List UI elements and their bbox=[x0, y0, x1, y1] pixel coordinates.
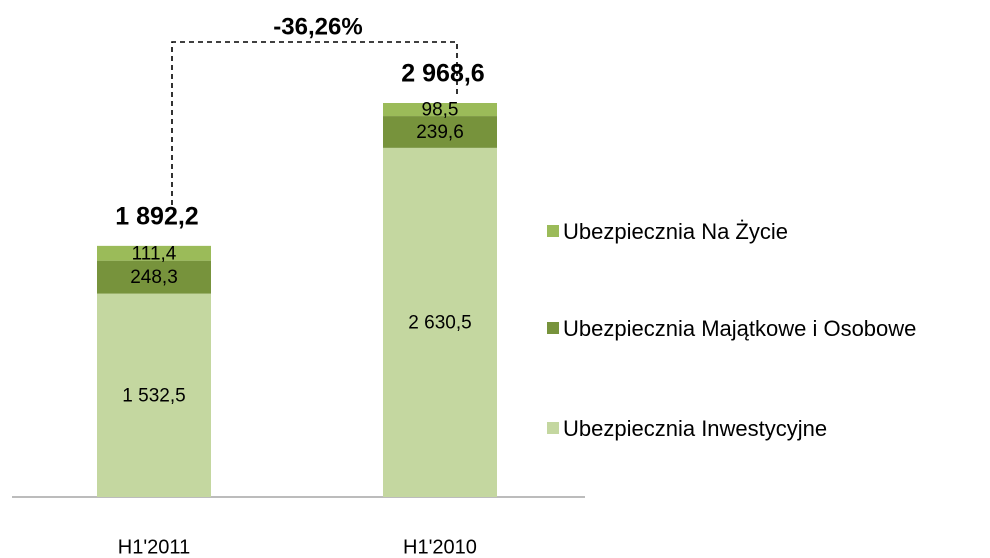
value-label: 248,3 bbox=[130, 267, 178, 288]
annotation: -36,26% bbox=[273, 13, 362, 40]
bar-segment bbox=[383, 103, 497, 117]
legend-label: Ubezpiecznia Majątkowe i Osobowe bbox=[563, 316, 916, 341]
legend-label: Ubezpiecznia Inwestycyjne bbox=[563, 416, 827, 441]
bar-segment bbox=[383, 116, 497, 148]
bar-segment bbox=[97, 260, 211, 294]
bar-segment bbox=[383, 147, 497, 497]
legend-swatch bbox=[547, 225, 559, 237]
legend-swatch bbox=[547, 322, 559, 334]
legend-label: Ubezpiecznia Na Życie bbox=[563, 219, 788, 244]
total-label: 2 968,6 bbox=[401, 60, 484, 88]
bar-segment bbox=[97, 245, 211, 261]
value-label: 98,5 bbox=[422, 100, 459, 121]
value-label: 1 532,5 bbox=[122, 385, 185, 406]
value-label: 111,4 bbox=[132, 243, 177, 264]
legend-swatch bbox=[547, 422, 559, 434]
x-tick-label: H1'2011 bbox=[118, 536, 190, 558]
bar-segment bbox=[97, 293, 211, 497]
value-label: 2 630,5 bbox=[408, 312, 471, 333]
total-label: 1 892,2 bbox=[115, 202, 198, 230]
x-tick-label: H1'2010 bbox=[403, 536, 477, 558]
value-label: 239,6 bbox=[416, 122, 464, 143]
difference-bracket bbox=[171, 41, 458, 205]
